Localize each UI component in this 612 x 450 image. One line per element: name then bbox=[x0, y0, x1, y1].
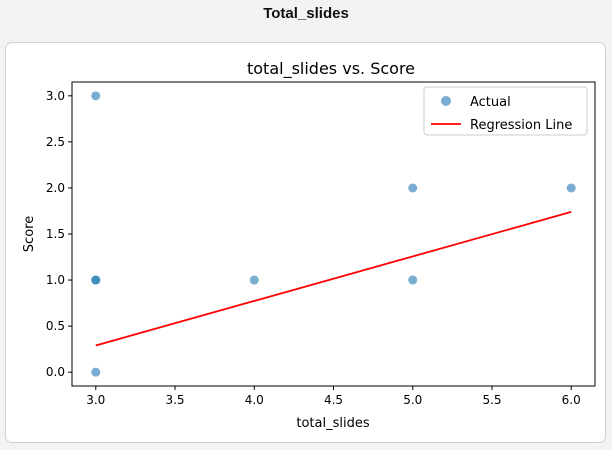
x-tick-label: 4.5 bbox=[324, 393, 343, 407]
x-axis-label: total_slides bbox=[296, 416, 369, 431]
data-point bbox=[91, 91, 101, 101]
data-point bbox=[566, 183, 576, 193]
data-point bbox=[91, 367, 101, 377]
legend-actual-label: Actual bbox=[470, 95, 511, 110]
data-point bbox=[249, 275, 259, 285]
x-tick-label: 3.0 bbox=[86, 393, 105, 407]
y-tick-label: 0.5 bbox=[46, 319, 65, 333]
y-tick-label: 1.5 bbox=[46, 227, 65, 241]
y-tick-label: 2.0 bbox=[46, 181, 65, 195]
data-point bbox=[408, 275, 418, 285]
x-tick-label: 4.0 bbox=[245, 393, 264, 407]
plot-area bbox=[91, 91, 576, 377]
y-tick-label: 0.0 bbox=[46, 365, 65, 379]
x-tick-label: 6.0 bbox=[562, 393, 581, 407]
page-title: Total_slides bbox=[263, 5, 349, 22]
chart-card: total_slides vs. Score 3.0 3.5 4.0 4.5 5.0 5.… bbox=[5, 42, 606, 443]
data-point bbox=[408, 183, 418, 193]
legend: Actual Regression Line bbox=[423, 86, 588, 136]
legend-frame bbox=[423, 86, 588, 136]
x-tick-label: 5.5 bbox=[482, 393, 501, 407]
y-axis-label: Score bbox=[22, 216, 37, 252]
legend-actual-marker bbox=[441, 96, 451, 106]
y-tick-label: 3.0 bbox=[46, 89, 65, 103]
chart-title: total_slides vs. Score bbox=[247, 59, 415, 79]
legend-regression-label: Regression Line bbox=[470, 118, 572, 133]
axis-ticks: 3.0 3.5 4.0 4.5 5.0 5.5 6.0 0.0 0.5 1.0 1.5 2.0 2.5 3… bbox=[46, 89, 581, 407]
x-tick-label: 5.0 bbox=[403, 393, 422, 407]
y-tick-label: 2.5 bbox=[46, 135, 65, 149]
x-tick-label: 3.5 bbox=[165, 393, 184, 407]
y-tick-label: 1.0 bbox=[46, 273, 65, 287]
data-point bbox=[91, 275, 101, 285]
scatter-chart: total_slides vs. Score 3.0 3.5 4.0 4.5 5.0 5.… bbox=[22, 59, 596, 431]
regression-line bbox=[95, 211, 572, 347]
